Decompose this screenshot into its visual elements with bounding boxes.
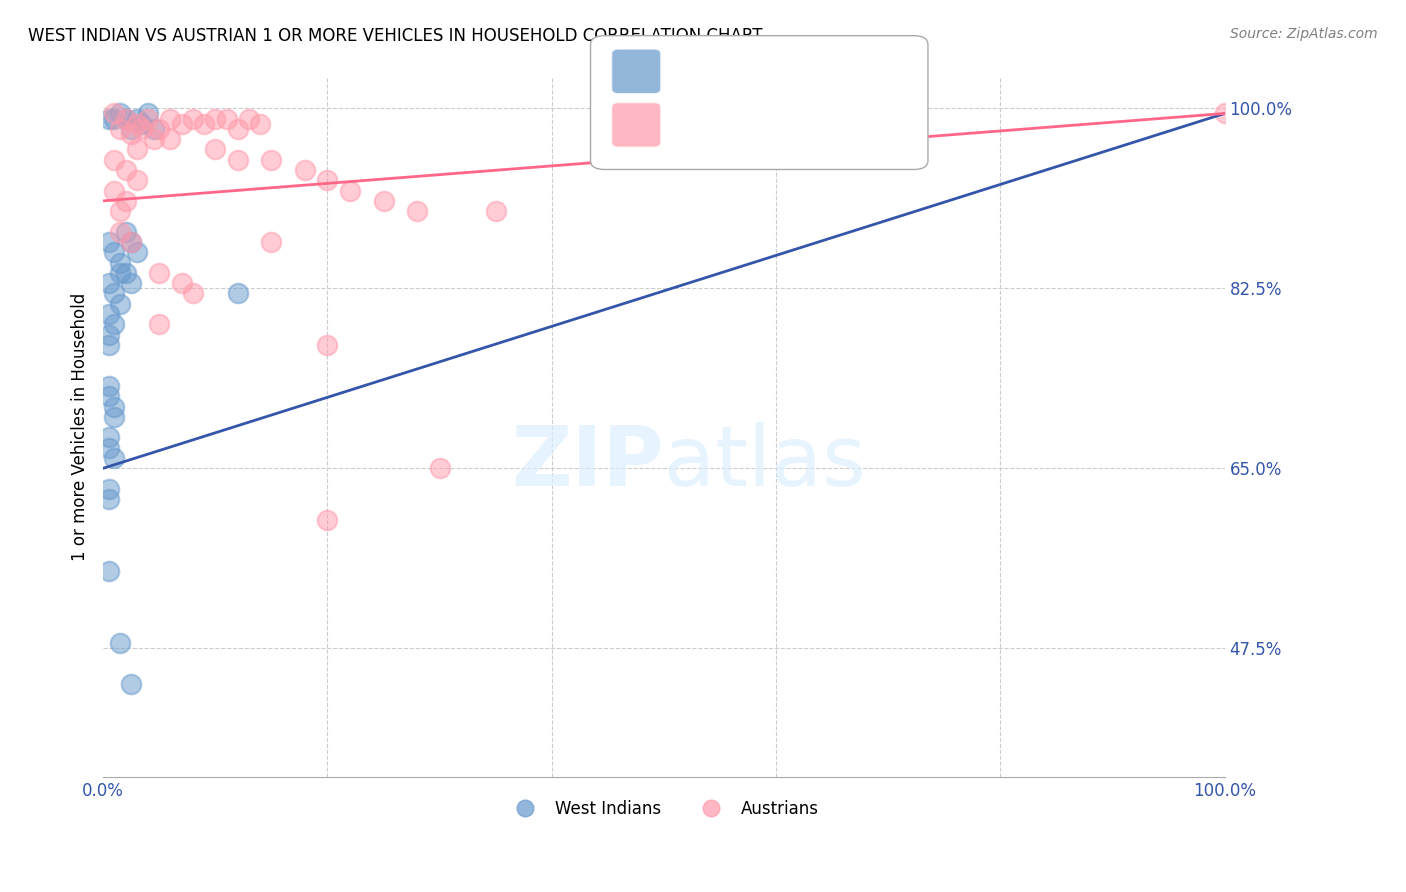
Point: [131, 117, 153, 131]
Point: [97, 379, 120, 393]
Point: [114, 112, 136, 126]
Point: [103, 450, 125, 465]
Point: [373, 194, 395, 208]
Point: [114, 112, 136, 126]
Text: R = 0.301   N = 44: R = 0.301 N = 44: [661, 67, 831, 85]
Point: [204, 143, 226, 157]
Point: [97, 338, 120, 352]
Point: [97, 235, 120, 249]
Point: [103, 153, 125, 167]
Point: [148, 121, 170, 136]
Text: R = 0.296   N = 48: R = 0.296 N = 48: [661, 120, 831, 138]
Point: [142, 132, 165, 146]
Point: [294, 163, 316, 178]
Point: [170, 276, 193, 290]
Point: [97, 482, 120, 496]
Point: [97, 307, 120, 321]
Text: Source: ZipAtlas.com: Source: ZipAtlas.com: [1230, 27, 1378, 41]
Point: [170, 117, 193, 131]
Point: [120, 235, 142, 249]
Point: [339, 184, 361, 198]
Point: [108, 255, 131, 269]
Point: [108, 296, 131, 310]
Point: [204, 112, 226, 126]
Point: [114, 163, 136, 178]
Point: [125, 245, 148, 260]
Point: [131, 121, 153, 136]
Point: [215, 112, 238, 126]
Point: [120, 235, 142, 249]
Point: [226, 153, 249, 167]
Point: [181, 286, 204, 301]
Point: [159, 112, 181, 126]
Point: [136, 106, 159, 120]
Text: atlas: atlas: [664, 422, 866, 502]
Point: [181, 112, 204, 126]
Point: [114, 266, 136, 280]
Point: [103, 245, 125, 260]
Point: [97, 276, 120, 290]
Point: [316, 173, 339, 187]
Point: [97, 430, 120, 444]
Point: [114, 194, 136, 208]
Y-axis label: 1 or more Vehicles in Household: 1 or more Vehicles in Household: [72, 293, 89, 561]
Point: [120, 276, 142, 290]
Point: [316, 338, 339, 352]
Point: [108, 121, 131, 136]
Point: [103, 400, 125, 414]
Point: [485, 204, 508, 219]
Point: [193, 117, 215, 131]
Point: [108, 636, 131, 650]
Text: WEST INDIAN VS AUSTRIAN 1 OR MORE VEHICLES IN HOUSEHOLD CORRELATION CHART: WEST INDIAN VS AUSTRIAN 1 OR MORE VEHICL…: [28, 27, 762, 45]
Point: [406, 204, 429, 219]
Point: [97, 564, 120, 578]
Point: [429, 461, 451, 475]
Point: [238, 112, 260, 126]
Point: [260, 235, 283, 249]
Point: [108, 204, 131, 219]
Point: [316, 513, 339, 527]
Point: [260, 153, 283, 167]
Point: [120, 677, 142, 691]
Point: [97, 492, 120, 507]
Point: [226, 286, 249, 301]
Point: [103, 286, 125, 301]
Text: ZIP: ZIP: [512, 422, 664, 502]
Point: [103, 409, 125, 424]
Point: [125, 173, 148, 187]
Point: [148, 266, 170, 280]
Point: [103, 318, 125, 332]
Point: [136, 112, 159, 126]
Point: [226, 121, 249, 136]
Point: [103, 184, 125, 198]
Point: [159, 132, 181, 146]
Point: [108, 225, 131, 239]
Point: [249, 117, 271, 131]
Point: [125, 143, 148, 157]
Point: [108, 266, 131, 280]
Legend: West Indians, Austrians: West Indians, Austrians: [502, 793, 825, 824]
Point: [125, 112, 148, 126]
Point: [120, 121, 142, 136]
Point: [103, 112, 125, 126]
Point: [97, 112, 120, 126]
Point: [97, 441, 120, 455]
Point: [1213, 106, 1236, 120]
Point: [148, 318, 170, 332]
Point: [821, 106, 844, 120]
Point: [125, 117, 148, 131]
Point: [97, 327, 120, 342]
Point: [114, 225, 136, 239]
Point: [103, 106, 125, 120]
Point: [142, 121, 165, 136]
Point: [108, 106, 131, 120]
Point: [120, 127, 142, 141]
Point: [97, 389, 120, 403]
